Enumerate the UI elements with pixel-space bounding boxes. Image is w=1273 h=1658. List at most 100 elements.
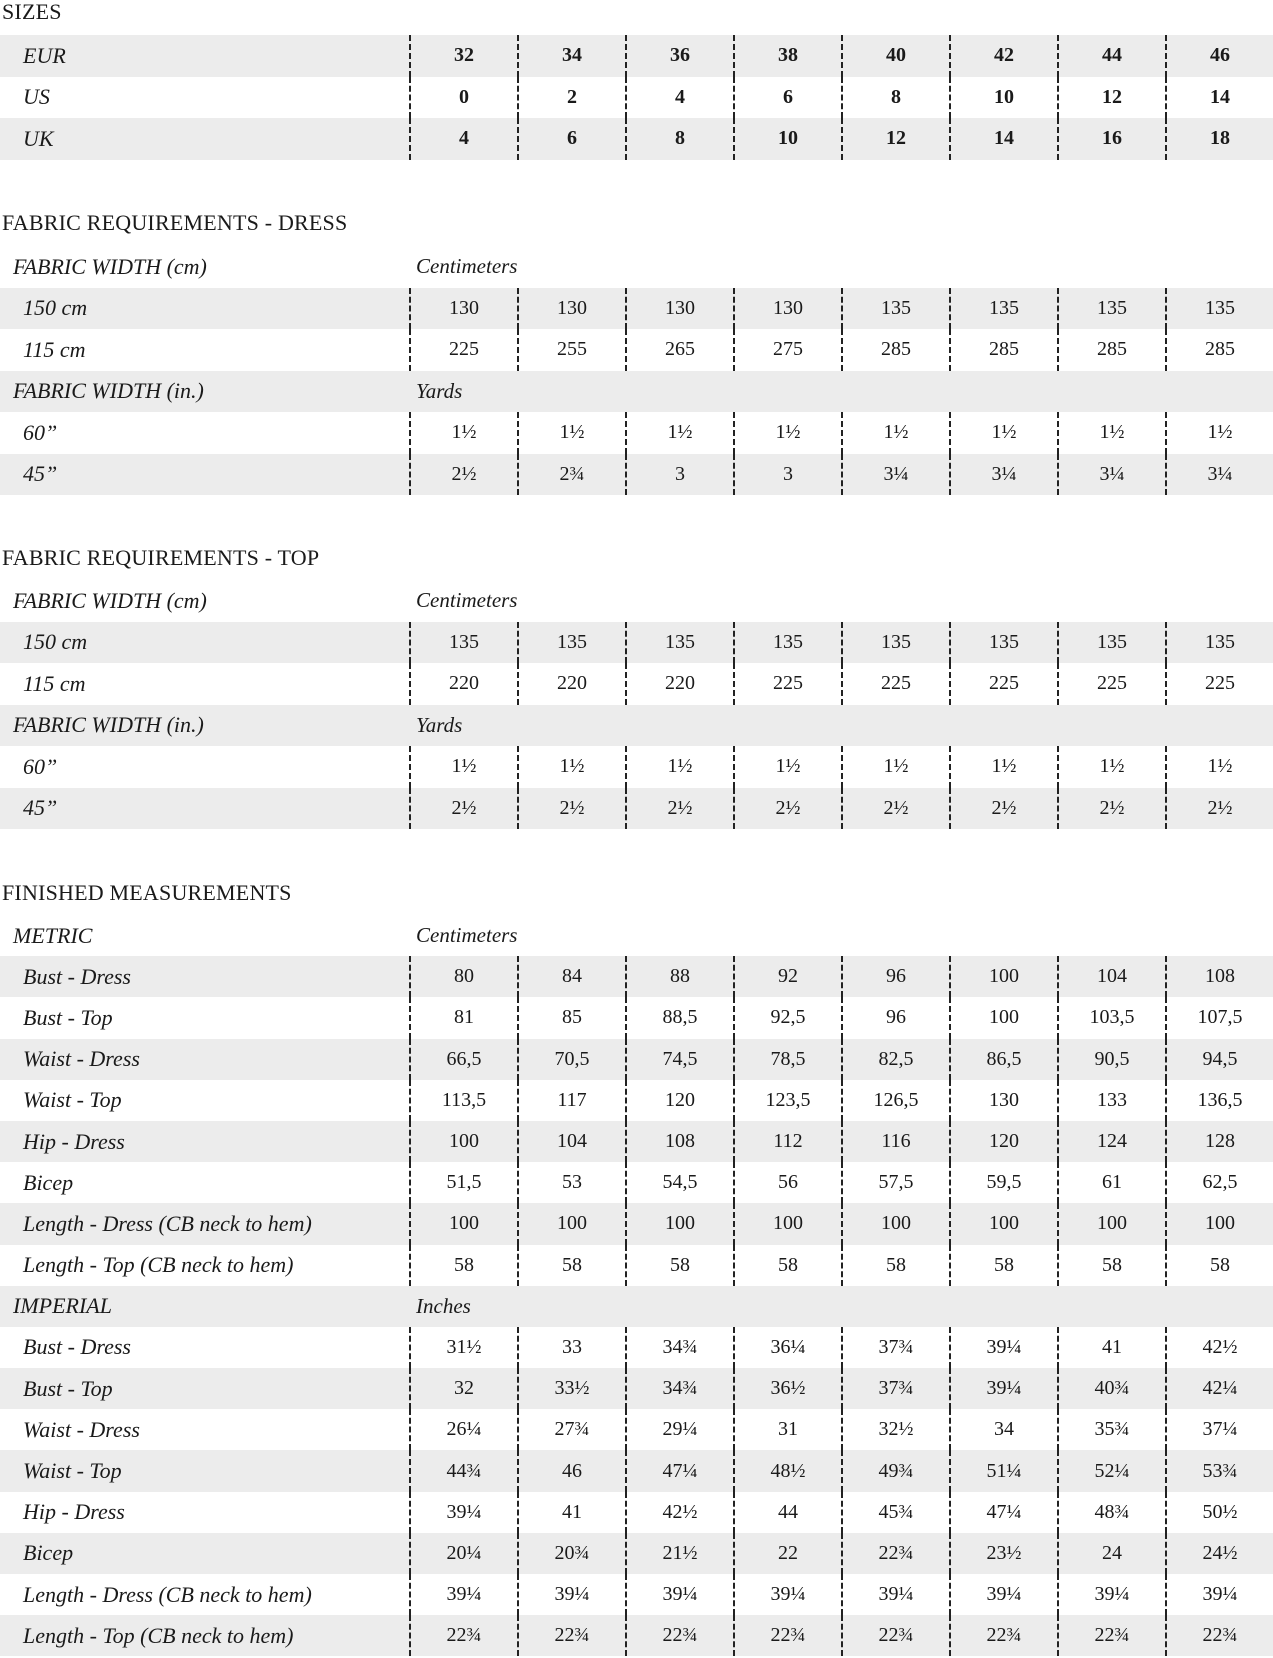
table-cell: 31 [733,1409,841,1451]
table-cell: 1½ [1165,412,1273,454]
table-cell: 51,5 [409,1162,517,1204]
table-cell: 58 [733,1244,841,1286]
table-cell: 100 [949,997,1057,1039]
table-cell: 2½ [1165,787,1273,829]
table-cell: 255 [517,329,625,371]
table-cell: 78,5 [733,1038,841,1080]
group-label: FABRIC WIDTH (in.) [13,378,204,404]
row-label: Length - Dress (CB neck to hem) [23,1210,312,1236]
table-cell: 34¾ [625,1368,733,1410]
unit-label: Yards [416,712,463,737]
table-cell: 100 [517,1203,625,1245]
table-cell: 130 [409,287,517,329]
table-cell: 136,5 [1165,1079,1273,1121]
table-cell: 3¼ [841,453,949,495]
table-row: Hip - Dress 100 104 108 112 116 120 124 128 [0,1120,1273,1163]
table-cell: 8 [841,76,949,118]
table-cell: 130 [949,1079,1057,1121]
table-cell: 285 [1057,329,1165,371]
table-cell: 1½ [517,412,625,454]
table-cell: 108 [1165,956,1273,998]
row-label: Hip - Dress [23,1499,125,1525]
table-cell: 45¾ [841,1491,949,1533]
row-label: Waist - Top [23,1087,122,1113]
table-cell: 74,5 [625,1038,733,1080]
table-cell: 107,5 [1165,997,1273,1039]
table-cell: 70,5 [517,1038,625,1080]
table-cell: 285 [1165,329,1273,371]
table-cell: 225 [1165,663,1273,705]
table-cell: 26¼ [409,1409,517,1451]
table-cell: 285 [949,329,1057,371]
table-cell: 135 [1057,287,1165,329]
table-cell: 128 [1165,1120,1273,1163]
table-cell: 21½ [625,1532,733,1574]
unit-label: Centimeters [416,254,518,279]
table-cell: 92,5 [733,997,841,1039]
table-cell: 34 [949,1409,1057,1451]
table-cell: 117 [517,1079,625,1121]
table-cell: 96 [841,956,949,998]
table-cell: 225 [949,663,1057,705]
table-cell: 1½ [841,412,949,454]
table-cell: 113,5 [409,1079,517,1121]
table-cell: 92 [733,956,841,998]
table-row: Bicep 20¼ 20¾ 21½ 22 22¾ 23½ 24 24½ [0,1532,1273,1574]
table-cell: 58 [949,1244,1057,1286]
table-cell: 82,5 [841,1038,949,1080]
table-cell: 49¾ [841,1450,949,1492]
table-cell: 220 [625,663,733,705]
table-cell: 100 [409,1203,517,1245]
table-cell: 46 [1165,35,1273,77]
table-cell: 0 [409,76,517,118]
table-cell: 104 [517,1120,625,1163]
table-row: EUR 32 34 36 38 40 42 44 46 [0,35,1273,77]
table-cell: 40¾ [1057,1368,1165,1410]
table-cell: 22¾ [733,1615,841,1657]
table-cell: 22¾ [625,1615,733,1657]
row-label: Length - Top (CB neck to hem) [23,1622,294,1648]
fabric-top-table: FABRIC WIDTH (cm) Centimeters 150 cm 135 135… [0,580,1273,829]
row-label: UK [23,125,54,151]
table-cell: 135 [517,621,625,663]
table-cell: 2½ [949,787,1057,829]
table-cell: 37¾ [841,1368,949,1410]
table-cell: 18 [1165,118,1273,160]
table-row: US 0 2 4 6 8 10 12 14 [0,76,1273,118]
table-cell: 135 [841,621,949,663]
table-row: 150 cm 130 130 130 130 135 135 135 135 [0,287,1273,329]
table-cell: 6 [733,76,841,118]
table-cell: 39¼ [409,1491,517,1533]
row-label: Length - Top (CB neck to hem) [23,1252,294,1278]
table-cell: 54,5 [625,1162,733,1204]
table-cell: 112 [733,1120,841,1163]
table-cell: 33 [517,1326,625,1369]
table-cell: 12 [841,118,949,160]
table-cell: 265 [625,329,733,371]
table-cell: 120 [625,1079,733,1121]
table-cell: 2½ [409,787,517,829]
table-cell: 88 [625,956,733,998]
table-cell: 20¾ [517,1532,625,1574]
table-cell: 23½ [949,1532,1057,1574]
table-cell: 46 [517,1450,625,1492]
table-cell: 1½ [733,746,841,788]
row-label: US [23,84,50,110]
table-cell: 34¾ [625,1326,733,1369]
table-cell: 135 [1165,287,1273,329]
fabric-dress-title: FABRIC REQUIREMENTS - DRESS [2,210,348,235]
table-cell: 38 [733,35,841,77]
group-label: FABRIC WIDTH (cm) [13,253,207,279]
table-group-header: FABRIC WIDTH (cm) Centimeters [0,580,1273,622]
unit-label: Centimeters [416,588,518,613]
table-cell: 14 [1165,76,1273,118]
table-cell: 40 [841,35,949,77]
table-cell: 135 [1057,621,1165,663]
table-cell: 135 [949,621,1057,663]
table-cell: 42½ [1165,1326,1273,1369]
table-cell: 1½ [517,746,625,788]
table-cell: 225 [841,663,949,705]
table-cell: 16 [1057,118,1165,160]
table-row: Length - Top (CB neck to hem) 58 58 58 58 58 5… [0,1244,1273,1286]
table-cell: 27¾ [517,1409,625,1451]
